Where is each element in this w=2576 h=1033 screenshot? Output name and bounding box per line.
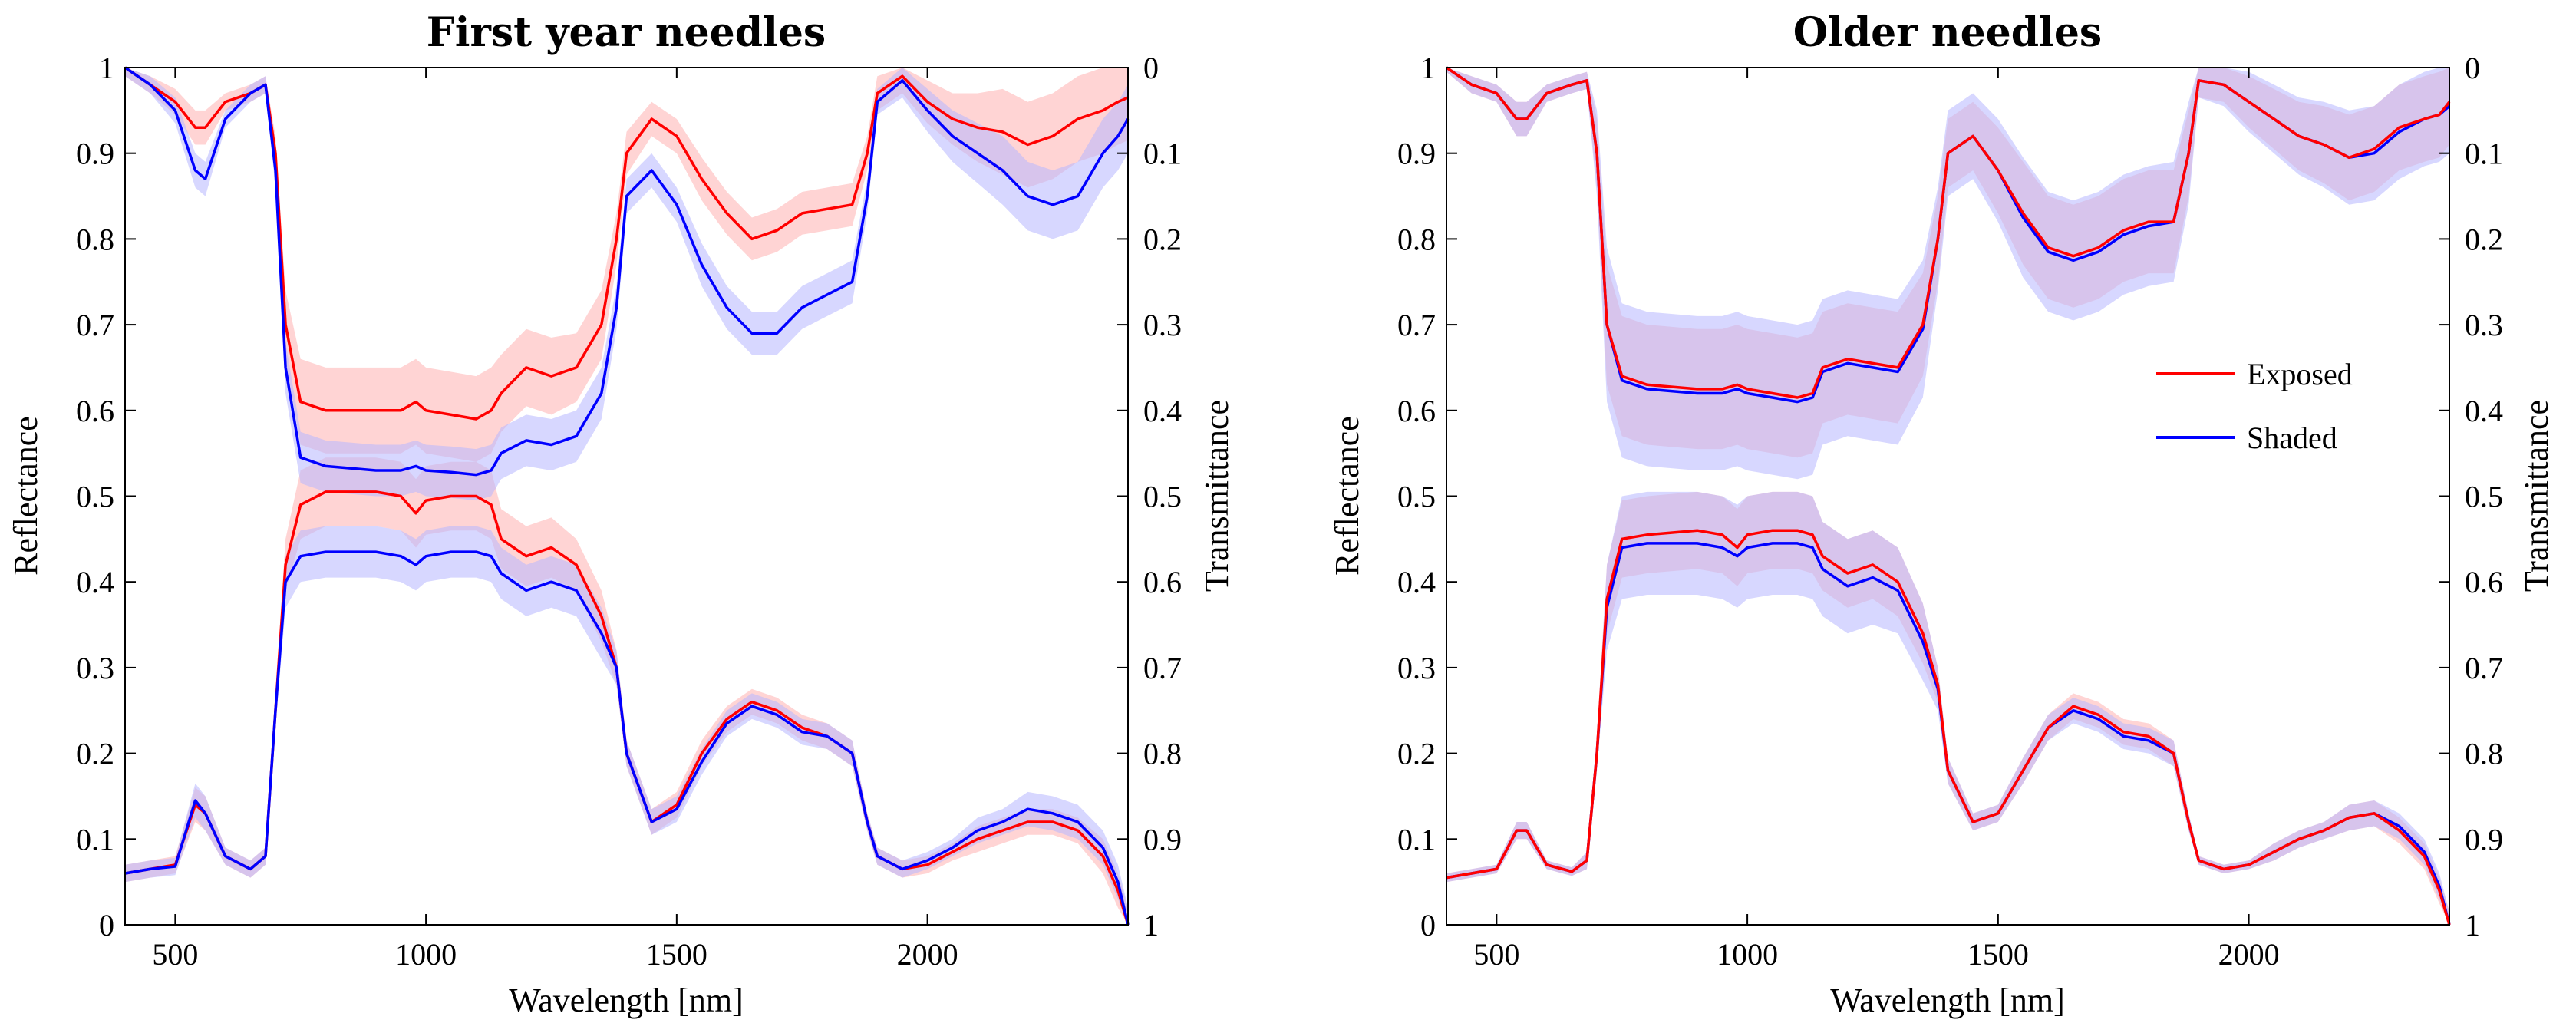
plot-area: 0 1 0.1 0.9 0.2 0.8 0.3 0.7 0.4 0.6 0.5 0.5 0.6 0.4 0.…: [76, 51, 1182, 972]
y-tick-label: 0.1: [1397, 822, 1436, 856]
y2-tick-label: 0.6: [2465, 565, 2503, 599]
y-tick-label: 0.6: [76, 394, 114, 428]
y2-tick-label: 0.7: [2465, 651, 2503, 685]
y2-tick-label: 0.2: [1143, 222, 1182, 256]
x-axis-label: Wavelength [nm]: [1830, 982, 2065, 1019]
y2-tick-label: 0.1: [1143, 137, 1182, 171]
y2-tick-label: 0.1: [2465, 137, 2503, 171]
y-tick-label: 0.2: [76, 737, 114, 771]
chart-first-year-needles: First year needles 0 10.1 0.90.2 0.80.3 0.70…: [7, 9, 1235, 1019]
x-tick-label: 500: [152, 937, 198, 972]
x-tick-label: 1500: [646, 937, 707, 972]
y2-tick-label: 0: [2465, 51, 2480, 85]
legend-label-exposed: Exposed: [2247, 357, 2353, 391]
x-tick-label: 2000: [897, 937, 958, 972]
series-exposed-reflectance: [1446, 529, 2451, 926]
y2-tick-label: 0.5: [2465, 480, 2503, 514]
y-tick-label: 0.5: [76, 480, 114, 514]
y-tick-label: 0.4: [1397, 565, 1436, 599]
y2-axis-label: Transmittance: [1198, 400, 1235, 592]
y2-tick-label: 0: [1143, 51, 1159, 85]
y-tick-label: 0.6: [1397, 394, 1436, 428]
band-exposed-reflectance: [1446, 491, 2449, 925]
chart-title: First year needles: [427, 9, 826, 56]
y2-tick-label: 0.9: [1143, 822, 1182, 856]
y2-tick-label: 0.6: [1143, 565, 1182, 599]
x-tick-label: 2000: [2218, 937, 2280, 972]
y-tick-label: 0.4: [76, 565, 114, 599]
y2-tick-label: 1: [1143, 908, 1159, 942]
y-tick-label: 0: [1420, 908, 1436, 942]
y-tick-label: 0.7: [76, 308, 114, 342]
band-shaded-transmittance: [125, 68, 1128, 501]
series-exposed-transmittance: [1446, 66, 2451, 399]
y2-tick-label: 0.4: [2465, 394, 2503, 428]
chart-older-needles: Older needles 0 1 0.1 0.9 0.2 0.8 0.3 0.7 0.4 0.6…: [1328, 9, 2555, 1019]
y2-tick-label: 0.9: [2465, 822, 2503, 856]
plot-area: 0 1 0.1 0.9 0.2 0.8 0.3 0.7 0.4 0.6 0.5 0.5 0.6 0.4 0.…: [1397, 51, 2503, 972]
chart-title: Older needles: [1793, 9, 2102, 56]
y-tick-label: 1: [99, 51, 114, 85]
series-shaded-reflectance: [124, 550, 1130, 926]
y2-tick-label: 0.4: [1143, 394, 1182, 428]
y-tick-label: 0: [99, 908, 114, 942]
series-shaded-transmittance: [124, 66, 1130, 477]
series-exposed-transmittance: [124, 66, 1129, 421]
x-tick-label: 1000: [395, 937, 457, 972]
x-axis-label: Wavelength [nm]: [509, 982, 744, 1019]
band-shaded-transmittance: [1446, 68, 2449, 480]
y2-tick-label: 0.8: [1143, 737, 1182, 771]
y-tick-label: 0.9: [76, 137, 114, 171]
y2-tick-label: 0.7: [1143, 651, 1182, 685]
y2-tick-label: 1: [2465, 908, 2480, 942]
y2-tick-label: 0.5: [1143, 480, 1182, 514]
y-tick-label: 0.2: [1397, 737, 1436, 771]
y-tick-label: 1: [1420, 51, 1436, 85]
y-tick-label: 0.8: [1397, 222, 1436, 256]
x-tick-label: 500: [1473, 937, 1519, 972]
band-shaded-reflectance: [1446, 491, 2449, 925]
y-tick-label: 0.1: [76, 822, 114, 856]
y2-tick-label: 0.2: [2465, 222, 2503, 256]
y-axis-label: Reflectance: [1328, 416, 1366, 576]
y-tick-label: 0.8: [76, 222, 114, 256]
y-tick-label: 0.7: [1397, 308, 1436, 342]
x-tick-label: 1000: [1717, 937, 1778, 972]
y2-axis-label: Transmittance: [2518, 400, 2555, 592]
y2-tick-label: 0.3: [2465, 308, 2503, 342]
y-axis-label: Reflectance: [7, 416, 45, 576]
y2-tick-label: 0.3: [1143, 308, 1182, 342]
legend: Exposed Shaded: [2156, 357, 2353, 455]
x-tick-label: 1500: [1967, 937, 2029, 972]
y-tick-label: 0.9: [1397, 137, 1436, 171]
y2-tick-label: 0.8: [2465, 737, 2503, 771]
y-tick-label: 0.3: [1397, 651, 1436, 685]
band-exposed-transmittance: [125, 68, 1128, 462]
y-tick-label: 0.5: [1397, 480, 1436, 514]
legend-label-shaded: Shaded: [2247, 421, 2337, 455]
y-tick-label: 0.3: [76, 651, 114, 685]
